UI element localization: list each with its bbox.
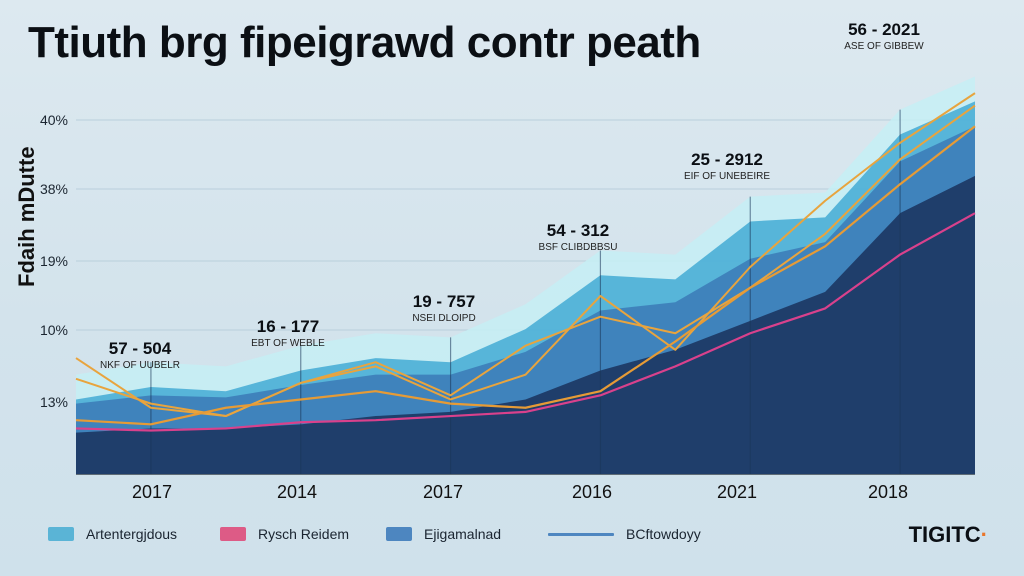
y-tick-label: 38% bbox=[40, 181, 68, 197]
legend-swatch-1 bbox=[48, 527, 74, 541]
band-sub-label: NSEI DLOIPD bbox=[412, 313, 475, 324]
orange-line bbox=[75, 104, 976, 418]
y-tick-label: 40% bbox=[40, 112, 68, 128]
legend-item-2: Rysch Reidem bbox=[220, 526, 349, 542]
legend-label-1: Artentergjdous bbox=[86, 526, 178, 542]
x-tick-label: 2017 bbox=[423, 482, 463, 502]
legend-label-4: BCftowdoyy bbox=[626, 526, 701, 542]
legend-swatch-2 bbox=[220, 527, 246, 541]
x-tick-label: 2017 bbox=[132, 482, 172, 502]
band-value-label: 25 - 2912 bbox=[691, 150, 763, 169]
band-areas bbox=[76, 76, 975, 475]
legend-swatch-4 bbox=[548, 532, 614, 536]
brand-mark-icon: · bbox=[980, 522, 988, 547]
line-series-rysch-reidem bbox=[75, 212, 976, 432]
band-sub-label: EBT OF WEBLE bbox=[251, 338, 325, 349]
tick-labels: 13% 10% 19% 38% 40% 2017 2014 2017 2016 2021 2018 bbox=[40, 112, 908, 502]
band-value-label: 54 - 312 bbox=[547, 221, 609, 240]
band-sub-label: BSF CLIBDBBSU bbox=[539, 242, 618, 253]
y-tick-label: 19% bbox=[40, 253, 68, 269]
legend-item-1: Artentergjdous bbox=[48, 526, 177, 542]
x-tick-label: 2021 bbox=[717, 482, 757, 502]
y-tick-label: 10% bbox=[40, 322, 68, 338]
legend-item-4: BCftowdoyy bbox=[548, 526, 701, 542]
line-series-bcftowdoyy bbox=[75, 125, 976, 426]
band-value-label: 56 - 2021 bbox=[848, 20, 920, 39]
legend-swatch-3 bbox=[386, 527, 412, 541]
legend: Artentergjdous Rysch Reidem Ejigamalnad … bbox=[48, 526, 948, 548]
y-tick-label: 13% bbox=[40, 394, 68, 410]
legend-label-2: Rysch Reidem bbox=[258, 526, 350, 542]
band-value-label: 19 - 757 bbox=[413, 292, 475, 311]
chart-title: Ttiuth brg fipeigrawd contr peath bbox=[28, 18, 701, 67]
band-value-label: 57 - 504 bbox=[109, 339, 172, 358]
series-lines bbox=[75, 92, 976, 432]
x-tick-label: 2016 bbox=[572, 482, 612, 502]
band-sub-label: NKF OF UUBELR bbox=[100, 360, 180, 371]
legend-label-3: Ejigamalnad bbox=[424, 526, 502, 542]
band-sub-label: EIF OF UNEBEIRE bbox=[684, 171, 770, 182]
brand-logo: TIGITC· bbox=[909, 522, 988, 548]
brand-text: TIGITC bbox=[908, 522, 981, 547]
band-value-label: 16 - 177 bbox=[257, 317, 319, 336]
band-annotations: 57 - 504 NKF OF UUBELR 16 - 177 EBT OF WEBL… bbox=[100, 20, 924, 371]
x-tick-label: 2018 bbox=[868, 482, 908, 502]
legend-item-3: Ejigamalnad bbox=[386, 526, 501, 542]
band-sub-label: ASE OF GIBBEW bbox=[844, 41, 924, 52]
x-tick-label: 2014 bbox=[277, 482, 317, 502]
